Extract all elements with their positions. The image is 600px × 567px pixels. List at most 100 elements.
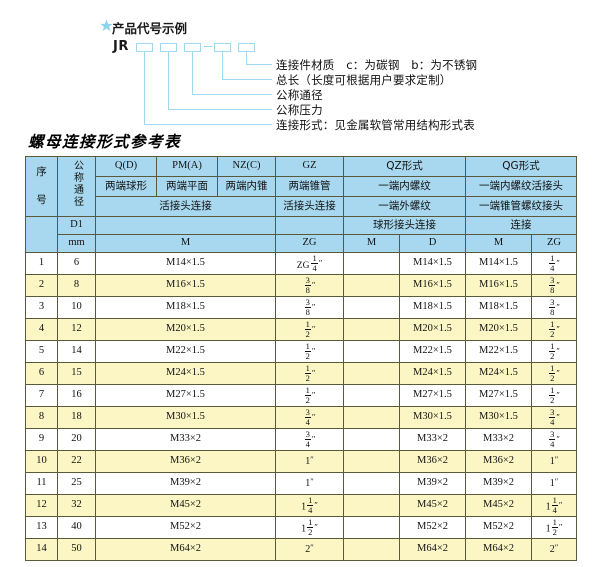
cell-qz-m: [343, 340, 400, 363]
cell-qz-d: M20×1.5: [399, 318, 466, 341]
header-conn2-left-blank: [95, 216, 276, 235]
header-dn-unit: mm: [57, 234, 96, 253]
cell-nominal-diameter: 10: [57, 296, 96, 319]
cell-qg-m: M24×1.5: [465, 362, 532, 385]
cell-gz-zg: 1 2 ″: [275, 362, 344, 385]
table-row[interactable]: 13 40 M52×2 1 1 2 ″ M52×2 M52×2 1 1 2 ″: [25, 516, 577, 539]
cell-seq: 1: [25, 252, 58, 275]
cell-qz-m: [343, 318, 400, 341]
cell-qz-m: [343, 296, 400, 319]
table-row[interactable]: 9 20 M33×2 3 4 ″ M33×2 M33×2 3 4 ″: [25, 428, 577, 451]
cell-gz-zg: 1 2 ″: [275, 318, 344, 341]
cell-qg-zg: 3 4 ″: [531, 406, 577, 429]
cell-thread-m: M64×2: [95, 538, 276, 561]
cell-nominal-diameter: 22: [57, 450, 96, 473]
page-title: 螺母连接形式参考表: [28, 133, 182, 151]
cell-qz-d: M22×1.5: [399, 340, 466, 363]
annotation-material: 连接件材质 c：为碳钢 b：为不锈钢: [276, 58, 478, 72]
header-unit-qz-d: D: [399, 234, 466, 253]
table-row[interactable]: 11 25 M39×2 1″ M39×2 M39×2 1″: [25, 472, 577, 495]
table-row[interactable]: 4 12 M20×1.5 1 2 ″ M20×1.5 M20×1.5 1 2 ″: [25, 318, 577, 341]
cell-nominal-diameter: 14: [57, 340, 96, 363]
header-seq-spacer: [25, 216, 58, 253]
annotation-nominal-dia: 公称通径: [276, 88, 323, 102]
header-unit-gz-zg: ZG: [275, 234, 344, 253]
cell-qz-m: [343, 428, 400, 451]
cell-thread-m: M45×2: [95, 494, 276, 517]
cell-qz-d: M39×2: [399, 472, 466, 495]
cell-gz-zg: 1 1 2 ″: [275, 516, 344, 539]
header-seq-char-1: 序: [36, 166, 47, 179]
cell-seq: 8: [25, 406, 58, 429]
header-conn1-gz: 活接头连接: [275, 196, 344, 217]
cell-thread-m: M18×1.5: [95, 296, 276, 319]
cell-qg-zg: 1 2 ″: [531, 318, 577, 341]
leader-line-3-vertical: [192, 52, 194, 95]
table-row[interactable]: 8 18 M30×1.5 3 4 ″ M30×1.5 M30×1.5 3 4 ″: [25, 406, 577, 429]
table-row[interactable]: 6 15 M24×1.5 1 2 ″ M24×1.5 M24×1.5 1 2 ″: [25, 362, 577, 385]
cell-gz-zg: 2″: [275, 538, 344, 561]
header-group-qg: QG形式: [465, 156, 577, 177]
cell-qz-d: M33×2: [399, 428, 466, 451]
cell-seq: 2: [25, 274, 58, 297]
cell-qg-zg: 1 2 ″: [531, 362, 577, 385]
cell-qz-d: M30×1.5: [399, 406, 466, 429]
header-group-qd: Q(D): [95, 156, 157, 177]
cell-nominal-diameter: 8: [57, 274, 96, 297]
cell-gz-zg: ZG 1 4 ″: [275, 252, 344, 275]
cell-seq: 6: [25, 362, 58, 385]
header-unit-left-m: M: [95, 234, 276, 253]
cell-thread-m: M52×2: [95, 516, 276, 539]
cell-thread-m: M27×1.5: [95, 384, 276, 407]
cell-gz-zg: 3 8 ″: [275, 296, 344, 319]
cell-qg-m: M39×2: [465, 472, 532, 495]
header-end-qd: 两端球形: [95, 176, 157, 197]
cell-qg-zg: 2″: [531, 538, 577, 561]
cell-qg-m: M45×2: [465, 494, 532, 517]
cell-seq: 10: [25, 450, 58, 473]
header-row-units: mm M ZG M D M ZG: [26, 234, 577, 253]
code-box-1: [136, 43, 153, 52]
cell-qg-zg: 3 4 ″: [531, 428, 577, 451]
cell-qg-m: M20×1.5: [465, 318, 532, 341]
header-row-connection-1: 活接头连接 活接头连接 一端外螺纹 一端锥管螺纹接头: [26, 196, 577, 217]
header-row-connection-2: D1 球形接头连接 连接: [25, 216, 577, 253]
header-group-gz: GZ: [275, 156, 344, 177]
cell-seq: 3: [25, 296, 58, 319]
cell-qg-m: M33×2: [465, 428, 532, 451]
cell-qz-m: [343, 274, 400, 297]
cell-nominal-diameter: 32: [57, 494, 96, 517]
cell-qg-m: M64×2: [465, 538, 532, 561]
table-row[interactable]: 12 32 M45×2 1 1 4 ″ M45×2 M45×2 1 1 4 ″: [25, 494, 577, 517]
cell-gz-zg: 1″: [275, 450, 344, 473]
table-row[interactable]: 5 14 M22×1.5 1 2 ″ M22×1.5 M22×1.5 1 2 ″: [25, 340, 577, 363]
cell-nominal-diameter: 15: [57, 362, 96, 385]
table-row[interactable]: 10 22 M36×2 1″ M36×2 M36×2 1″: [25, 450, 577, 473]
leader-line-1-vertical: [144, 52, 146, 125]
leader-line-5-vertical: [246, 52, 248, 65]
cell-qg-m: M16×1.5: [465, 274, 532, 297]
header-unit-qz-m: M: [343, 234, 400, 253]
table-row[interactable]: 7 16 M27×1.5 1 2 ″ M27×1.5 M27×1.5 1 2 ″: [25, 384, 577, 407]
cell-thread-m: M33×2: [95, 428, 276, 451]
table-row[interactable]: 14 50 M64×2 2″ M64×2 M64×2 2″: [25, 538, 577, 561]
cell-qg-m: M27×1.5: [465, 384, 532, 407]
header-group-nzc: NZ(C): [217, 156, 276, 177]
cell-nominal-diameter: 20: [57, 428, 96, 451]
product-code-diagram: 产品代号示例 JR 连接件材质 c：为碳钢 b：为不锈钢 总长（长度可根据用户要…: [0, 0, 600, 132]
header-seq-char-2: 号: [36, 193, 47, 206]
cell-qz-d: M27×1.5: [399, 384, 466, 407]
cell-qz-m: [343, 538, 400, 561]
table-row[interactable]: 3 10 M18×1.5 3 8 ″ M18×1.5 M18×1.5 3 8 ″: [25, 296, 577, 319]
cell-seq: 14: [25, 538, 58, 561]
cell-qz-d: M14×1.5: [399, 252, 466, 275]
leader-line-4-horizontal: [222, 79, 272, 81]
cell-qz-m: [343, 362, 400, 385]
cell-qz-d: M64×2: [399, 538, 466, 561]
table-row[interactable]: 1 6 M14×1.5 ZG 1 4 ″ M14×1.5 M14×1.5 1 4 ″: [25, 252, 577, 275]
header-end-qz: 一端内螺纹: [343, 176, 466, 197]
header-seq-cell: 序 号: [25, 156, 58, 217]
header-conn2-qg: 连接: [465, 216, 577, 235]
header-row-end-shapes: 两端球形 两端平面 两端内锥 两端锥管 一端内螺纹 一端内螺纹活接头: [26, 176, 577, 197]
table-row[interactable]: 2 8 M16×1.5 3 8 ″ M16×1.5 M16×1.5 3 8 ″: [25, 274, 577, 297]
